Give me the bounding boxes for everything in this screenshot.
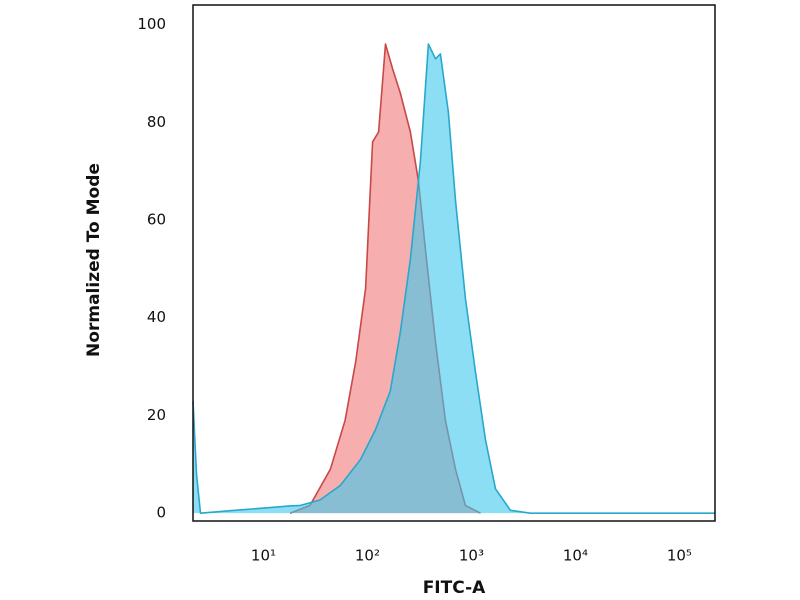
- y-tick-label: 100: [137, 15, 166, 33]
- y-tick-label: 80: [147, 113, 166, 131]
- x-tick-label: 10¹: [251, 547, 276, 565]
- y-axis-title: Normalized To Mode: [84, 163, 104, 357]
- x-tick-label: 10²: [355, 547, 380, 565]
- x-axis-title: FITC-A: [423, 578, 486, 598]
- y-tick-label: 20: [147, 406, 166, 424]
- y-tick-label: 60: [147, 211, 166, 229]
- x-tick-label: 10⁵: [667, 547, 692, 565]
- y-tick-label: 0: [156, 504, 166, 522]
- y-tick-label: 40: [147, 308, 166, 326]
- plot-frame: [192, 4, 716, 522]
- x-tick-label: 10³: [459, 547, 484, 565]
- area-fill: [193, 44, 715, 514]
- x-tick-label: 10⁴: [563, 547, 588, 565]
- area-line: [192, 43, 715, 514]
